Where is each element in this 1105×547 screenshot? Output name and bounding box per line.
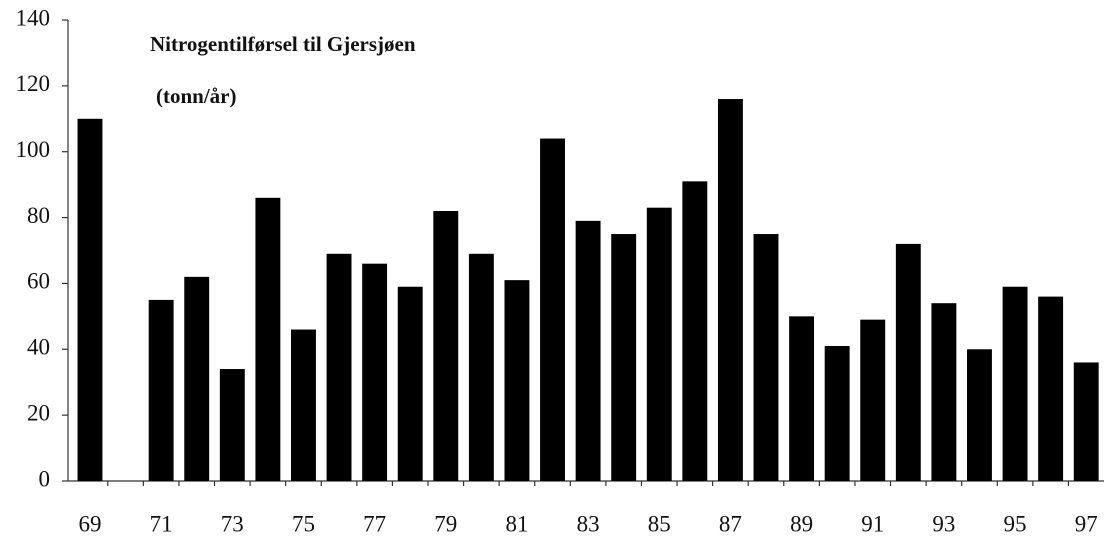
- chart-subtitle: (tonn/år): [156, 84, 237, 108]
- x-tick-label: 97: [1075, 511, 1098, 536]
- y-tick-label: 140: [16, 5, 51, 30]
- bar: [895, 243, 921, 481]
- x-tick-label: 87: [719, 511, 742, 536]
- x-tick-label: 75: [292, 511, 315, 536]
- bar: [433, 210, 459, 481]
- x-tick-label: 73: [221, 511, 244, 536]
- bar: [362, 263, 388, 481]
- bar: [219, 369, 245, 481]
- bar: [255, 197, 281, 482]
- y-tick-label: 120: [16, 71, 51, 96]
- bar: [824, 345, 850, 481]
- x-tick-label: 79: [434, 511, 457, 536]
- bar: [789, 316, 815, 481]
- chart-title: Nitrogentilførsel til Gjersjøen: [150, 32, 416, 56]
- x-tick-label: 83: [577, 511, 600, 536]
- bar: [77, 118, 103, 482]
- x-tick-label: 91: [861, 511, 884, 536]
- bar: [575, 220, 601, 481]
- bar: [540, 138, 565, 482]
- y-tick-label: 40: [27, 335, 50, 360]
- x-tick-label: 81: [505, 511, 528, 536]
- bar: [931, 303, 957, 481]
- bar: [291, 329, 316, 481]
- x-tick-label: 69: [78, 511, 101, 536]
- y-tick-label: 60: [27, 269, 50, 294]
- x-tick-label: 85: [648, 511, 671, 536]
- x-tick-label: 89: [790, 511, 813, 536]
- bar: [504, 280, 530, 481]
- bar: [1073, 362, 1099, 481]
- bar: [397, 286, 423, 481]
- bar: [1038, 296, 1064, 481]
- x-tick-label: 93: [932, 511, 955, 536]
- bar: [326, 253, 352, 481]
- y-tick-label: 100: [16, 137, 51, 162]
- y-tick-label: 0: [39, 466, 51, 491]
- bar: [860, 319, 886, 481]
- bar: [682, 181, 708, 481]
- bar: [1002, 286, 1028, 481]
- bar: [717, 99, 743, 482]
- y-tick-label: 20: [27, 400, 50, 425]
- bar: [753, 234, 779, 481]
- x-tick-label: 95: [1004, 511, 1027, 536]
- y-tick-label: 80: [27, 203, 50, 228]
- x-tick-label: 71: [150, 511, 173, 536]
- bar: [611, 234, 637, 481]
- bar: [148, 299, 174, 481]
- bar: [967, 349, 992, 481]
- bar: [468, 253, 494, 481]
- bar: [184, 276, 210, 481]
- bar: [646, 207, 672, 481]
- x-tick-label: 77: [363, 511, 386, 536]
